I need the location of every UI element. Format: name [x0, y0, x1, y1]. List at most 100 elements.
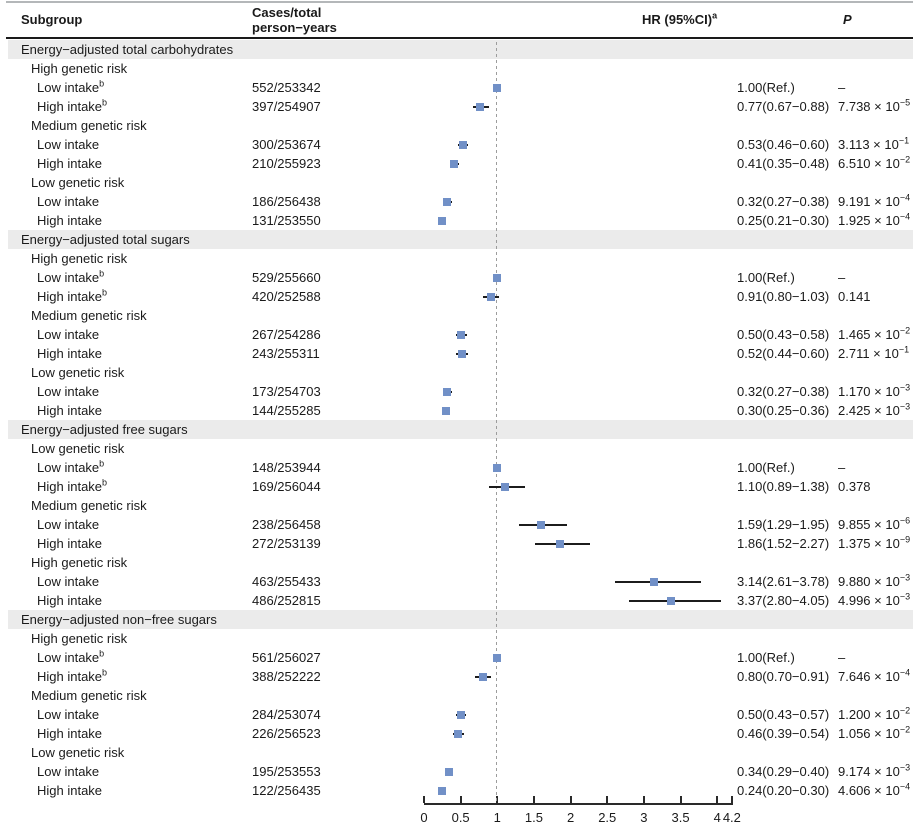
hr-marker	[667, 596, 676, 605]
data-row: High intake 122/256435 0.24(0.20−0.30) 4.60…	[0, 781, 913, 800]
group-row: High genetic risk	[0, 553, 913, 572]
hr-value: 0.52(0.44−0.60)	[737, 346, 830, 361]
group-row: High genetic risk	[0, 629, 913, 648]
cases-value: 529/255660	[252, 270, 321, 285]
hr-marker	[443, 387, 452, 396]
group-label: Medium genetic risk	[31, 118, 147, 133]
p-value: 9.191 × 10−4	[838, 192, 911, 209]
hr-marker	[456, 330, 465, 339]
axis-tick-label: 0	[420, 810, 428, 825]
cases-value: 420/252588	[252, 289, 321, 304]
data-row: Low intakeb 148/253944 1.00(Ref.) –	[0, 458, 913, 477]
section-header-row: Energy−adjusted free sugars	[0, 420, 913, 439]
cases-value: 169/256044	[252, 479, 321, 494]
cases-value: 243/255311	[252, 346, 320, 361]
cases-value: 122/256435	[252, 783, 321, 798]
hr-marker	[536, 520, 545, 529]
cases-value: 226/256523	[252, 726, 321, 741]
subgroup-label: Low intakeb	[37, 648, 105, 665]
data-row: High intake 486/252815 3.37(2.80−4.05) 4.99…	[0, 591, 913, 610]
p-exponent: −2	[899, 154, 911, 165]
cases-value: 284/253074	[252, 707, 321, 722]
p-exponent: −3	[899, 591, 911, 602]
p-value: 1.375 × 10−9	[838, 534, 911, 551]
data-row: High intake 272/253139 1.86(1.52−2.27) 1.37…	[0, 534, 913, 553]
subgroup-label: Low intake	[37, 517, 100, 532]
p-exponent: −2	[899, 325, 911, 336]
hr-value: 1.86(1.52−2.27)	[737, 536, 830, 551]
data-row: Low intake 300/253674 0.53(0.46−0.60) 3.113…	[0, 135, 913, 154]
p-value: 2.711 × 10−1	[838, 344, 910, 361]
hr-value: 3.14(2.61−3.78)	[737, 574, 830, 589]
subgroup-label: Low intakeb	[37, 458, 105, 475]
group-row: Medium genetic risk	[0, 116, 913, 135]
footnote-marker-a: a	[712, 10, 718, 21]
section-label: Energy−adjusted total sugars	[21, 232, 190, 247]
data-row: Low intakeb 561/256027 1.00(Ref.) –	[0, 648, 913, 667]
hr-value: 0.91(0.80−1.03)	[737, 289, 830, 304]
column-header-p: P	[843, 12, 852, 27]
data-row: Low intake 267/254286 0.50(0.43−0.58) 1.465…	[0, 325, 913, 344]
hr-value: 0.25(0.21−0.30)	[737, 213, 830, 228]
group-row: Low genetic risk	[0, 173, 913, 192]
footnote-marker-b: b	[99, 458, 105, 469]
subgroup-label: Low intakeb	[37, 268, 105, 285]
hr-value: 0.32(0.27−0.38)	[737, 194, 830, 209]
p-value: 9.855 × 10−6	[838, 515, 911, 532]
subgroup-label: Low intake	[37, 764, 100, 779]
p-exponent: −2	[899, 724, 911, 735]
axis-tick-label: 2.5	[598, 810, 617, 825]
section-label: Energy−adjusted total carbohydrates	[21, 42, 234, 57]
p-value: 0.378	[838, 479, 871, 494]
axis-tick-label: 1	[493, 810, 501, 825]
hr-value: 0.80(0.70−0.91)	[737, 669, 830, 684]
table-rows: Energy−adjusted total carbohydrates High …	[0, 40, 913, 800]
p-exponent: −3	[899, 762, 911, 773]
hr-marker	[500, 482, 509, 491]
group-label: Medium genetic risk	[31, 308, 147, 323]
data-row: High intake 144/255285 0.30(0.25−0.36) 2.42…	[0, 401, 913, 420]
hr-marker	[556, 539, 565, 548]
subgroup-label: Low intakeb	[37, 78, 105, 95]
axis-tick-label: 1.5	[524, 810, 543, 825]
subgroup-label: High intakeb	[37, 667, 108, 684]
p-value: 9.880 × 10−3	[838, 572, 911, 589]
reference-line	[496, 42, 497, 803]
p-value: 7.738 × 10−5	[838, 97, 911, 114]
cases-value: 144/255285	[252, 403, 321, 418]
cases-value: 186/256438	[252, 194, 321, 209]
axis-tick	[679, 796, 682, 803]
hr-marker	[486, 292, 495, 301]
hr-marker	[493, 273, 502, 282]
p-value: –	[838, 270, 846, 285]
hr-value: 1.10(0.89−1.38)	[737, 479, 830, 494]
cases-value: 300/253674	[252, 137, 321, 152]
group-label: High genetic risk	[31, 555, 128, 570]
subgroup-label: High intake	[37, 213, 103, 228]
section-header-row: Energy−adjusted total carbohydrates	[0, 40, 913, 59]
cases-value: 238/256458	[252, 517, 321, 532]
group-label: Low genetic risk	[31, 175, 125, 190]
data-row: Low intake 195/253553 0.34(0.29−0.40) 9.174…	[0, 762, 913, 781]
hr-marker	[456, 710, 465, 719]
column-header-cases: Cases/total person−years	[252, 5, 337, 35]
cases-value: 486/252815	[252, 593, 321, 608]
column-header-subgroup: Subgroup	[21, 12, 83, 27]
hr-value: 1.59(1.29−1.95)	[737, 517, 830, 532]
hr-marker	[493, 83, 502, 92]
data-row: High intake 131/253550 0.25(0.21−0.30) 1.92…	[0, 211, 913, 230]
footnote-marker-b: b	[102, 667, 108, 678]
axis-tick	[423, 796, 425, 803]
cases-value: 195/253553	[252, 764, 321, 779]
section-header-row: Energy−adjusted total sugars	[0, 230, 913, 249]
subgroup-label: High intake	[37, 783, 103, 798]
subgroup-label: High intakeb	[37, 97, 108, 114]
data-row: High intakeb 169/256044 1.10(0.89−1.38) 0.3…	[0, 477, 913, 496]
section-label: Energy−adjusted free sugars	[21, 422, 188, 437]
p-exponent: −5	[899, 97, 911, 108]
group-row: Low genetic risk	[0, 743, 913, 762]
hr-marker	[458, 349, 467, 358]
subgroup-label: High intakeb	[37, 287, 108, 304]
subgroup-label: Low intake	[37, 194, 100, 209]
